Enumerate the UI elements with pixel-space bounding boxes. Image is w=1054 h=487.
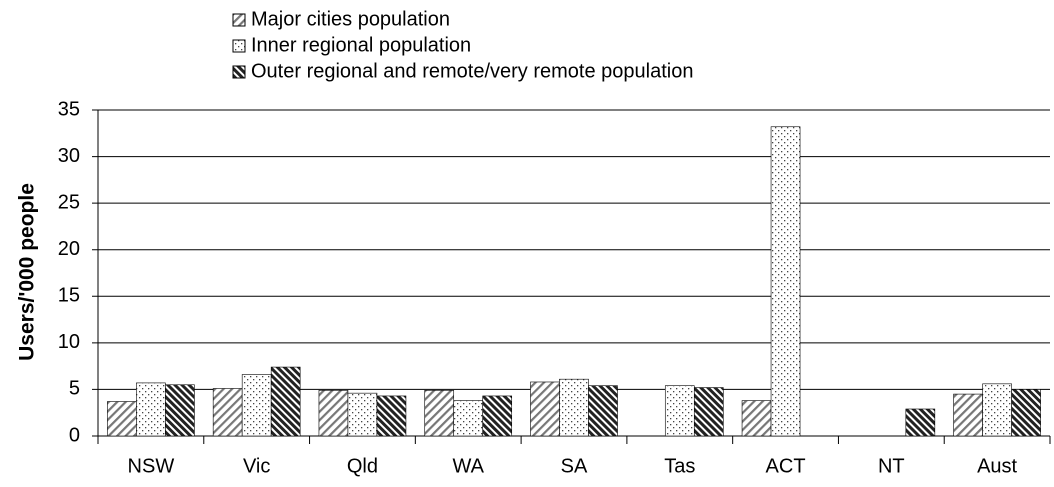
x-tick-label: ACT (766, 455, 806, 477)
bar (953, 393, 983, 437)
legend-label: Inner regional population (251, 34, 471, 56)
bar (905, 408, 936, 437)
legend-label: Outer regional and remote/very remote po… (251, 60, 693, 82)
bar (376, 395, 407, 437)
bar (982, 383, 1012, 437)
y-tick-label: 5 (69, 378, 80, 400)
bar (770, 126, 801, 437)
bar (136, 382, 166, 437)
y-tick-label: 20 (58, 238, 80, 260)
x-tick-label: SA (561, 455, 588, 477)
y-tick-label: 25 (58, 191, 80, 213)
bar (107, 401, 137, 437)
bar (588, 385, 618, 437)
y-tick-label: 30 (58, 145, 80, 167)
x-tick-label: Tas (664, 455, 695, 477)
x-tick-label: Vic (243, 455, 270, 477)
legend-swatch (232, 39, 246, 53)
bar (424, 390, 455, 437)
legend-swatch (232, 65, 246, 79)
bar (453, 400, 484, 437)
x-tick-label: NT (878, 455, 905, 477)
bar (212, 388, 243, 437)
y-tick-label: 10 (58, 331, 80, 353)
bar (270, 366, 301, 437)
x-tick-label: NSW (128, 455, 175, 477)
x-tick-label: Aust (977, 455, 1017, 477)
bar (347, 392, 378, 437)
bar (241, 374, 272, 437)
bar (664, 385, 695, 437)
bar (318, 390, 349, 437)
legend-label: Major cities population (251, 8, 450, 30)
bar (1011, 389, 1041, 437)
bar (482, 395, 513, 437)
y-tick-label: 0 (69, 424, 80, 446)
y-axis-label: Users/'000 people (16, 183, 39, 361)
bar (741, 400, 772, 437)
bar (530, 381, 560, 437)
x-tick-label: Qld (347, 455, 378, 477)
bar (559, 378, 589, 437)
x-tick-label: WA (452, 455, 484, 477)
y-tick-label: 15 (58, 285, 80, 307)
y-tick-label: 35 (58, 98, 80, 120)
bar (165, 384, 195, 437)
legend-swatch (232, 13, 246, 27)
bar (693, 387, 724, 437)
